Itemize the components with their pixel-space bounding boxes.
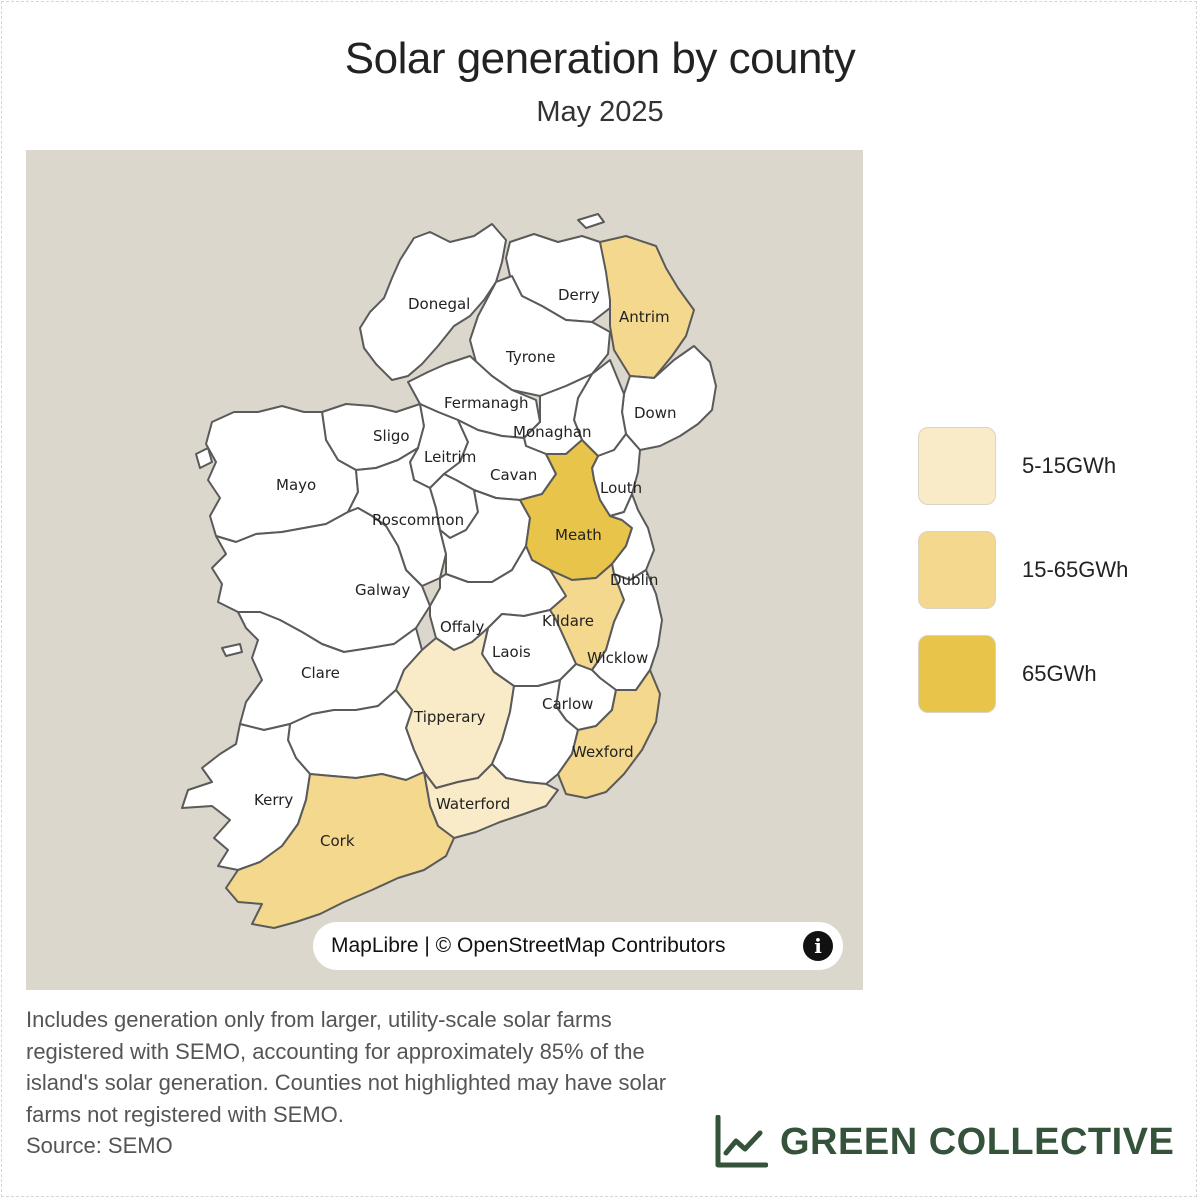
info-icon[interactable]: i	[803, 931, 833, 961]
county-galway[interactable]	[211, 507, 431, 653]
source-text: Source: SEMO	[26, 1133, 173, 1158]
label-tipperary: Tipperary	[413, 708, 486, 726]
footnote: Includes generation only from larger, ut…	[26, 1004, 706, 1162]
label-wicklow: Wicklow	[587, 649, 648, 667]
label-cavan: Cavan	[490, 466, 537, 484]
label-donegal: Donegal	[408, 295, 470, 313]
county-donegal[interactable]	[359, 223, 507, 381]
map-attribution[interactable]: MapLibre | © OpenStreetMap Contributors …	[313, 922, 843, 970]
footnote-text: Includes generation only from larger, ut…	[26, 1007, 667, 1127]
legend-label: 15-65GWh	[1022, 557, 1129, 582]
label-clare: Clare	[301, 664, 340, 682]
line-chart-icon	[715, 1115, 768, 1168]
legend-swatch	[918, 635, 996, 713]
island-achill	[195, 447, 213, 469]
chart-subtitle: May 2025	[536, 96, 664, 128]
label-meath: Meath	[555, 526, 602, 544]
label-derry: Derry	[558, 286, 600, 304]
label-waterford: Waterford	[436, 795, 510, 813]
island-rathlin	[577, 213, 605, 229]
county-cork[interactable]	[225, 771, 455, 929]
county-antrim[interactable]	[599, 235, 695, 379]
brand-name: GREEN COLLECTIVE	[780, 1120, 1175, 1163]
label-galway: Galway	[355, 581, 410, 599]
label-leitrim: Leitrim	[424, 448, 476, 466]
map-canvas[interactable]: Donegal Derry Antrim Tyrone Fermanagh Do…	[26, 150, 863, 990]
chart-title: Solar generation by county	[344, 34, 856, 83]
label-dublin: Dublin	[610, 571, 658, 589]
label-roscommon: Roscommon	[372, 511, 464, 529]
legend-swatch	[918, 531, 996, 609]
label-cork: Cork	[320, 832, 355, 850]
legend-label: 65GWh	[1022, 661, 1097, 686]
attribution-text[interactable]: MapLibre | © OpenStreetMap Contributors	[331, 934, 726, 957]
label-mayo: Mayo	[276, 476, 316, 494]
label-laois: Laois	[492, 643, 531, 661]
label-kildare: Kildare	[542, 612, 594, 630]
ireland-map[interactable]: Donegal Derry Antrim Tyrone Fermanagh Do…	[26, 150, 863, 990]
legend-label: 5-15GWh	[1022, 453, 1117, 478]
legend-swatch	[918, 427, 996, 505]
brand-logo: GREEN COLLECTIVE	[714, 1114, 1174, 1170]
county-kerry[interactable]	[181, 723, 311, 871]
label-kerry: Kerry	[254, 791, 293, 809]
island-aran	[221, 643, 243, 657]
county-wexford[interactable]	[557, 669, 661, 799]
label-down: Down	[634, 404, 677, 422]
label-louth: Louth	[600, 479, 642, 497]
label-monaghan: Monaghan	[513, 423, 592, 441]
label-fermanagh: Fermanagh	[444, 394, 528, 412]
label-antrim: Antrim	[619, 308, 670, 326]
label-carlow: Carlow	[542, 695, 593, 713]
label-sligo: Sligo	[373, 427, 410, 445]
label-wexford: Wexford	[572, 743, 634, 761]
label-tyrone: Tyrone	[505, 348, 555, 366]
label-offaly: Offaly	[440, 618, 485, 636]
